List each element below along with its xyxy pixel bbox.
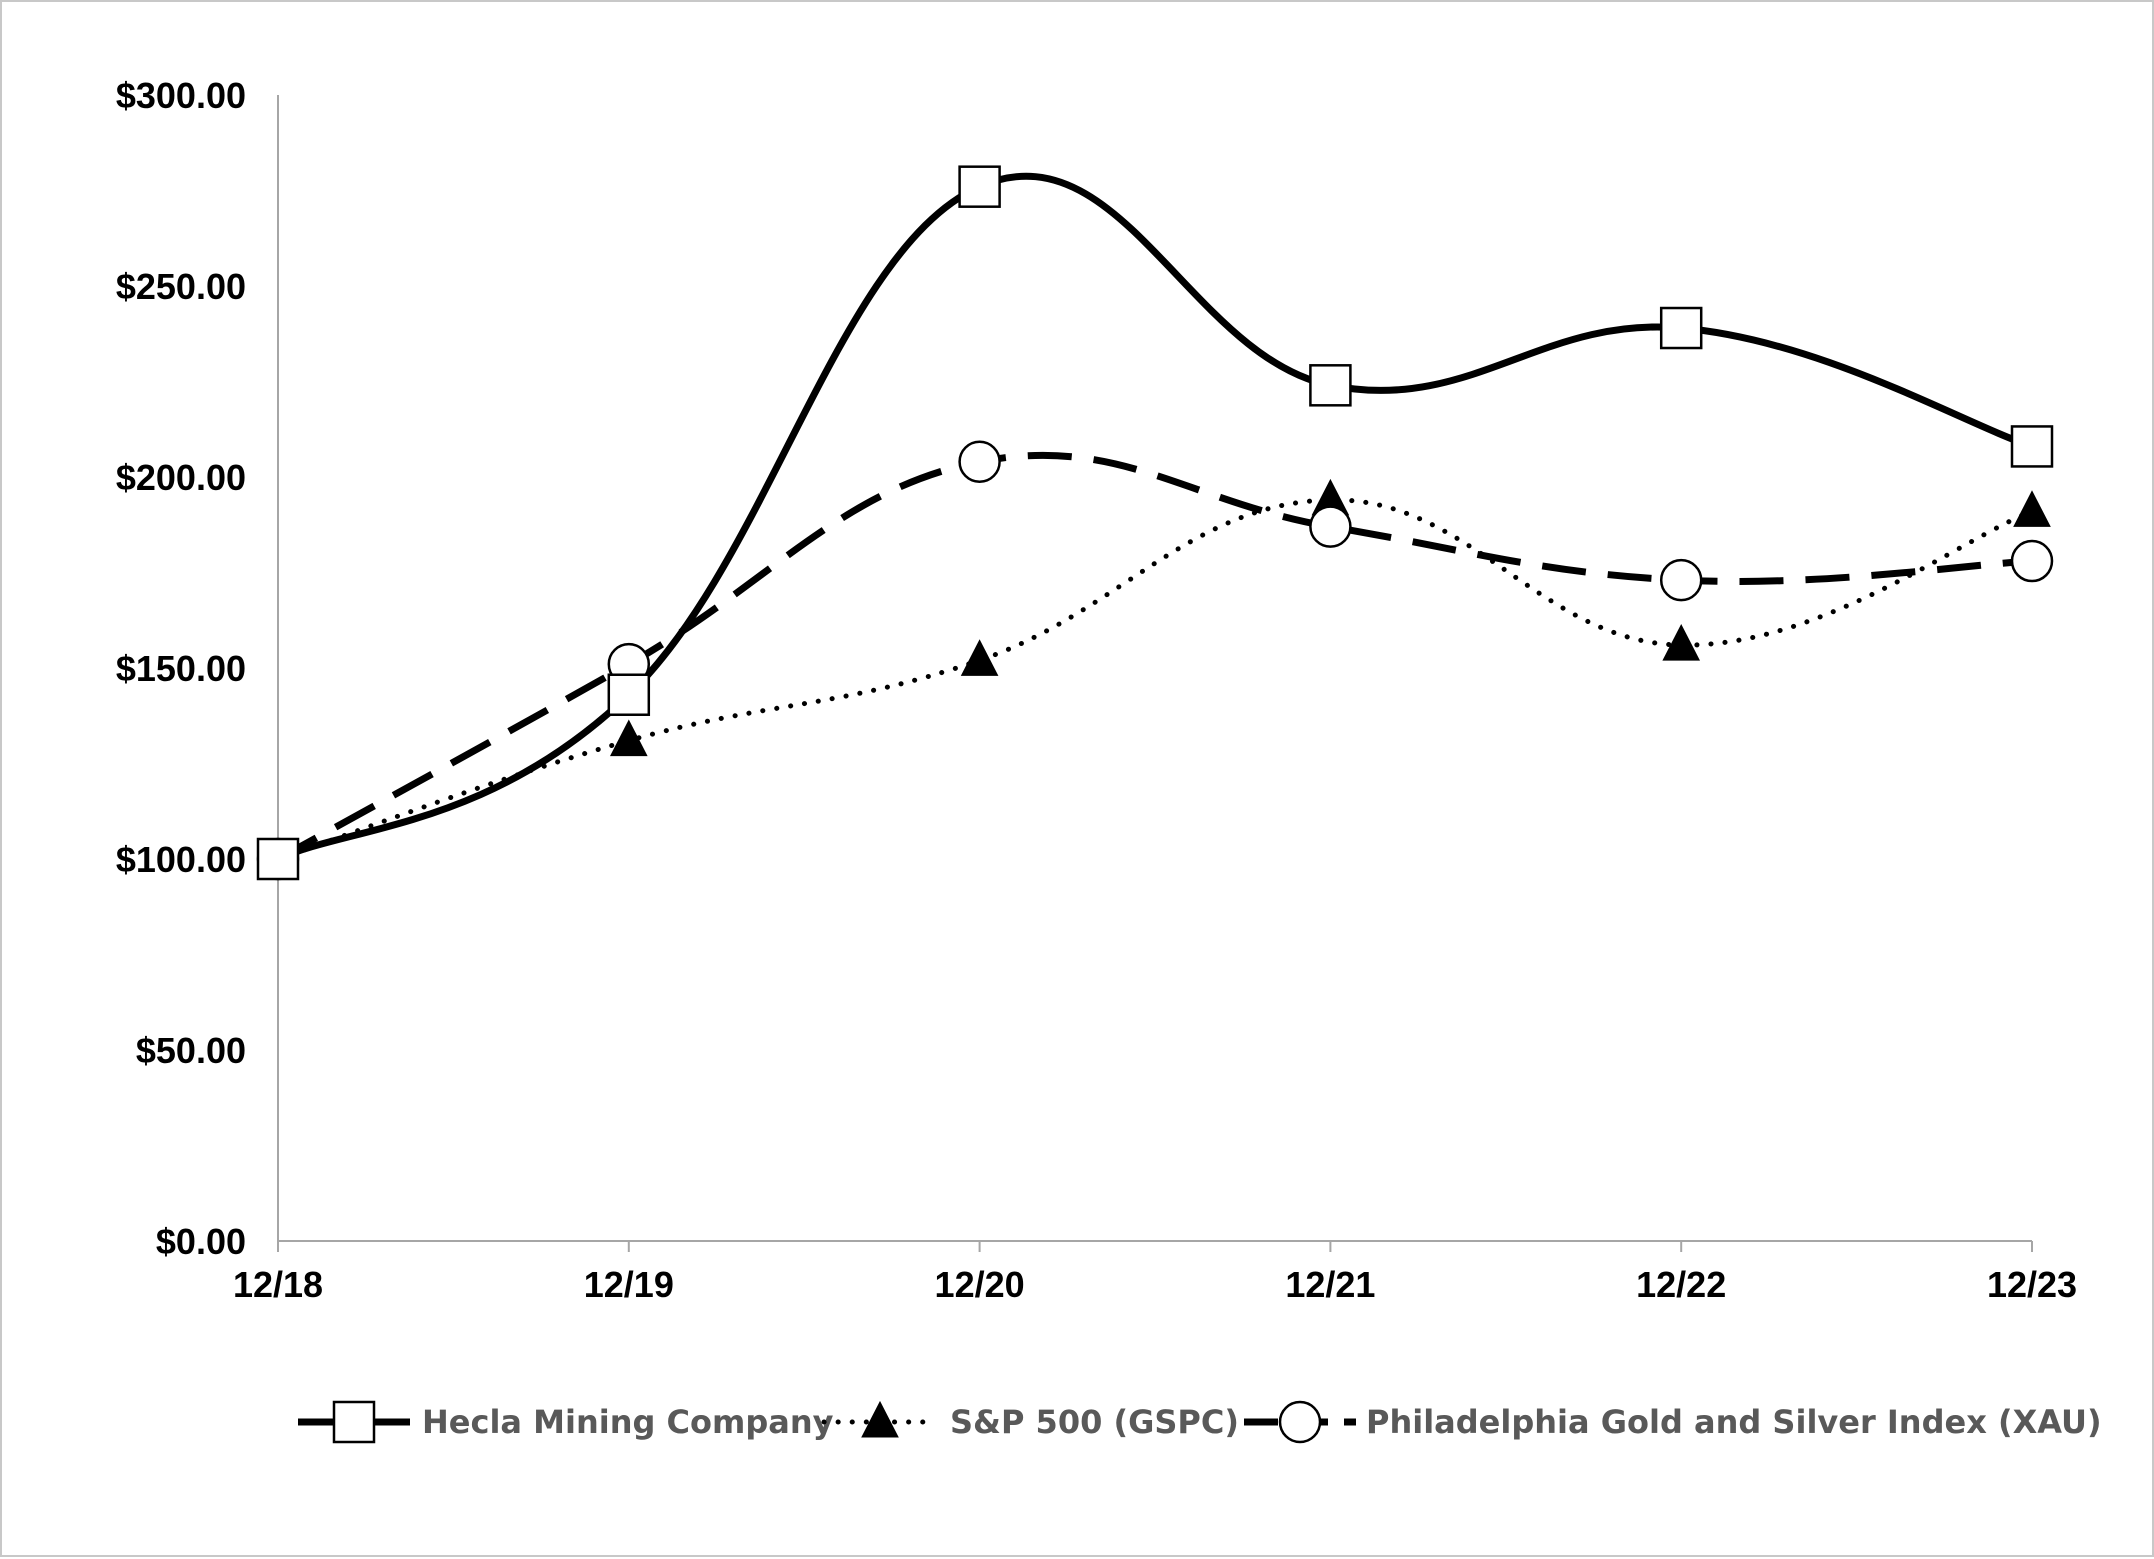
x-tick-label: 12/23: [1987, 1264, 2077, 1305]
legend-marker-0: [332, 1400, 376, 1444]
y-tick-label: $50.00: [136, 1030, 246, 1071]
x-tick-label: 12/22: [1636, 1264, 1726, 1305]
series-1-point: [960, 639, 999, 676]
series-line-2: [276, 451, 2033, 863]
series-line-1: [275, 497, 2035, 862]
x-tick-label: 12/18: [233, 1264, 323, 1305]
series-line-0: [276, 172, 2034, 863]
legend-label-1: S&P 500 (GSPC): [950, 1403, 1239, 1441]
y-tick-label: $200.00: [116, 457, 246, 498]
legend-marker-1: [861, 1400, 899, 1438]
x-tick-label: 12/19: [584, 1264, 674, 1305]
series-1-point: [609, 719, 648, 757]
legend: Hecla Mining Company S&P 500 (GSPC) Philad…: [298, 1400, 2102, 1444]
series-2-point: [958, 440, 1001, 483]
legend-label-2: Philadelphia Gold and Silver Index (XAU): [1366, 1403, 2102, 1441]
series-0-point: [1659, 306, 1703, 350]
series-2-point: [2010, 539, 2054, 583]
series-2-point: [1659, 558, 1703, 602]
legend-marker-2: [1278, 1400, 1322, 1444]
series-0-point: [958, 165, 1001, 208]
x-tick-label: 12/20: [935, 1264, 1025, 1305]
y-tick-label: $100.00: [116, 839, 246, 880]
series-0-point: [256, 837, 300, 881]
x-tick-label: 12/21: [1285, 1264, 1375, 1305]
y-tick-label: $150.00: [116, 648, 246, 689]
series-0-point: [607, 673, 651, 716]
series-0-point: [2010, 425, 2054, 468]
series-0-point: [1309, 364, 1352, 407]
y-tick-label: $300.00: [116, 75, 246, 116]
series-lines: [275, 172, 2035, 863]
legend-label-0: Hecla Mining Company: [422, 1403, 834, 1441]
y-tick-label: $0.00: [156, 1221, 246, 1262]
series-markers: [256, 165, 2054, 881]
series-1-point: [2013, 490, 2051, 527]
series-1-point: [1662, 623, 1701, 661]
series-2-point: [1309, 505, 1352, 548]
y-tick-label: $250.00: [116, 266, 246, 307]
axes: $0.00 $50.00 $100.00 $150.00 $200.00 $250.00 $…: [116, 75, 2077, 1305]
